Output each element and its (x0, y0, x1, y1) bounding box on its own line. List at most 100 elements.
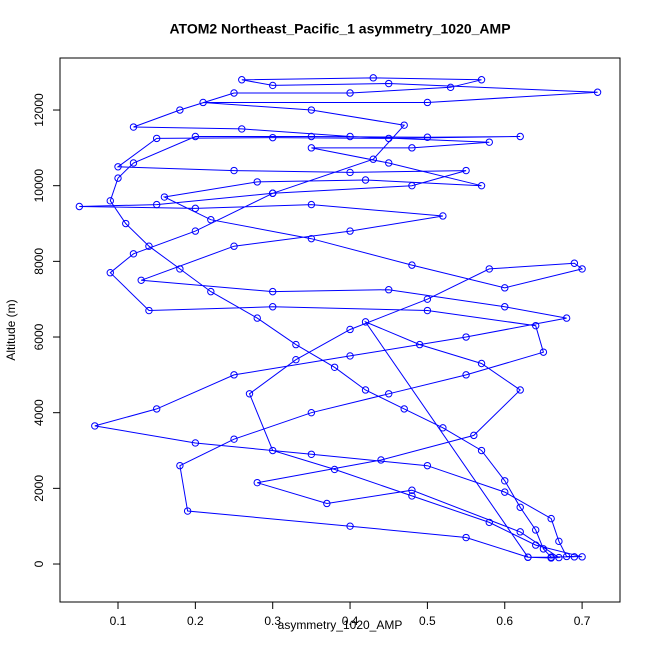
data-point (330, 465, 339, 474)
data-point (238, 76, 246, 84)
data-point (346, 89, 354, 97)
data-point (423, 461, 432, 470)
data-point (269, 133, 277, 142)
data-point (253, 178, 261, 186)
y-tick-label: 6000 (32, 323, 46, 350)
data-point (477, 446, 486, 455)
data-point (346, 352, 354, 360)
data-point (269, 81, 277, 90)
data-point (547, 514, 555, 523)
data-point (191, 439, 200, 447)
data-point (439, 212, 447, 220)
data-point (292, 340, 300, 349)
x-tick-label: 0.5 (419, 614, 436, 628)
data-point (570, 259, 579, 267)
data-point (578, 265, 586, 273)
data-point (369, 155, 377, 163)
data-point (199, 98, 207, 107)
data-point (238, 125, 246, 133)
y-tick-label: 0 (32, 560, 46, 567)
data-point (230, 89, 238, 97)
data-point (562, 314, 571, 322)
data-point (307, 144, 316, 152)
data-point (191, 227, 200, 235)
data-point (562, 552, 571, 561)
y-tick-label: 10000 (32, 169, 46, 203)
data-point (114, 163, 122, 171)
data-point (477, 76, 486, 84)
data-point (129, 123, 138, 131)
data-point (408, 486, 416, 494)
data-point (230, 435, 238, 443)
data-point (75, 202, 84, 211)
data-point (361, 386, 370, 394)
data-point (160, 193, 169, 201)
data-point (570, 553, 579, 561)
data-point (346, 132, 354, 141)
data-point (531, 321, 540, 330)
data-point (385, 390, 393, 398)
data-point (501, 488, 509, 496)
data-point (114, 174, 122, 182)
data-point (516, 503, 524, 511)
data-point (423, 133, 432, 141)
data-point (593, 88, 602, 96)
data-point (106, 197, 114, 205)
data-point (446, 83, 455, 92)
data-point (501, 477, 509, 485)
data-point (408, 492, 416, 500)
data-point (369, 74, 377, 82)
x-tick-label: 0.2 (187, 614, 204, 628)
data-point (400, 121, 408, 129)
x-tick-label: 0.4 (342, 614, 359, 628)
data-point (106, 269, 114, 277)
data-point (578, 553, 586, 561)
data-point (423, 306, 432, 315)
data-point (176, 461, 184, 470)
data-point (307, 450, 316, 459)
data-point (470, 431, 478, 440)
data-point (485, 265, 493, 273)
data-point (346, 168, 354, 177)
data-point (269, 446, 277, 455)
data-point (269, 287, 277, 296)
data-point (307, 200, 316, 209)
data-point (323, 499, 331, 508)
data-point (361, 318, 370, 326)
plot-frame (59, 57, 621, 603)
data-point (408, 144, 416, 152)
data-point (361, 176, 370, 184)
data-point (477, 359, 486, 368)
data-point (531, 541, 540, 549)
data-point (408, 181, 416, 190)
data-point (462, 333, 470, 341)
data-point (539, 348, 548, 356)
data-point (292, 356, 300, 364)
y-tick-label: 8000 (32, 248, 46, 275)
data-point (385, 79, 393, 88)
data-point (253, 314, 261, 322)
x-tick-label: 0.1 (110, 614, 127, 628)
data-point (253, 478, 261, 487)
data-point (152, 200, 161, 209)
data-point (462, 533, 470, 542)
data-point (330, 363, 339, 371)
data-point (269, 189, 277, 197)
data-point (307, 132, 316, 141)
data-point (501, 303, 509, 311)
data-point (423, 295, 432, 303)
x-tick-label: 0.6 (496, 614, 513, 628)
data-point (122, 219, 130, 228)
data-point (183, 507, 192, 515)
y-tick-label: 4000 (32, 399, 46, 426)
x-tick-label: 0.7 (574, 614, 591, 628)
data-point (408, 261, 416, 269)
x-tick-label: 0.3 (264, 614, 281, 628)
data-point (531, 526, 540, 534)
data-point (462, 371, 470, 379)
data-point (152, 134, 161, 143)
data-point (524, 553, 532, 561)
data-point (555, 537, 563, 546)
